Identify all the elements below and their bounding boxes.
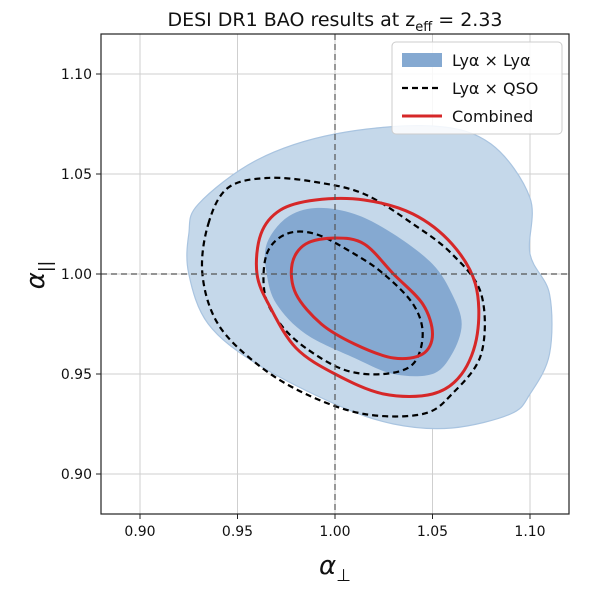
x-tick-label: 0.95 <box>222 524 253 540</box>
y-tick-label: 1.10 <box>61 67 92 83</box>
legend: Lyα × Lyα Lyα × QSO Combined <box>391 41 563 135</box>
contour-layer <box>186 125 553 430</box>
y-tick-label: 0.95 <box>61 367 92 383</box>
legend-label: Lyα × Lyα <box>452 51 531 70</box>
ticks: 0.90 0.95 1.00 1.05 1.10 0.90 0.95 1.00 1.05 1.10 <box>61 67 546 540</box>
y-tick-label: 0.90 <box>61 467 92 483</box>
x-tick-label: 1.05 <box>417 524 448 540</box>
legend-label: Lyα × QSO <box>452 79 538 98</box>
chart-title: DESI DR1 BAO results at zeff = 2.33 <box>167 9 502 35</box>
legend-label: Combined <box>452 107 533 126</box>
x-tick-label: 1.10 <box>514 524 545 540</box>
x-axis-label: α⊥ <box>319 551 351 586</box>
y-axis-label: α|| <box>21 261 56 290</box>
y-tick-label: 1.00 <box>61 267 92 283</box>
x-tick-label: 1.00 <box>319 524 350 540</box>
contour-1-1-sigma <box>264 207 462 377</box>
contour-3-2-sigma <box>254 197 481 398</box>
reference-lines <box>101 34 569 514</box>
y-tick-label: 1.05 <box>61 167 92 183</box>
x-tick-label: 0.90 <box>124 524 155 540</box>
legend-swatch <box>402 53 442 67</box>
